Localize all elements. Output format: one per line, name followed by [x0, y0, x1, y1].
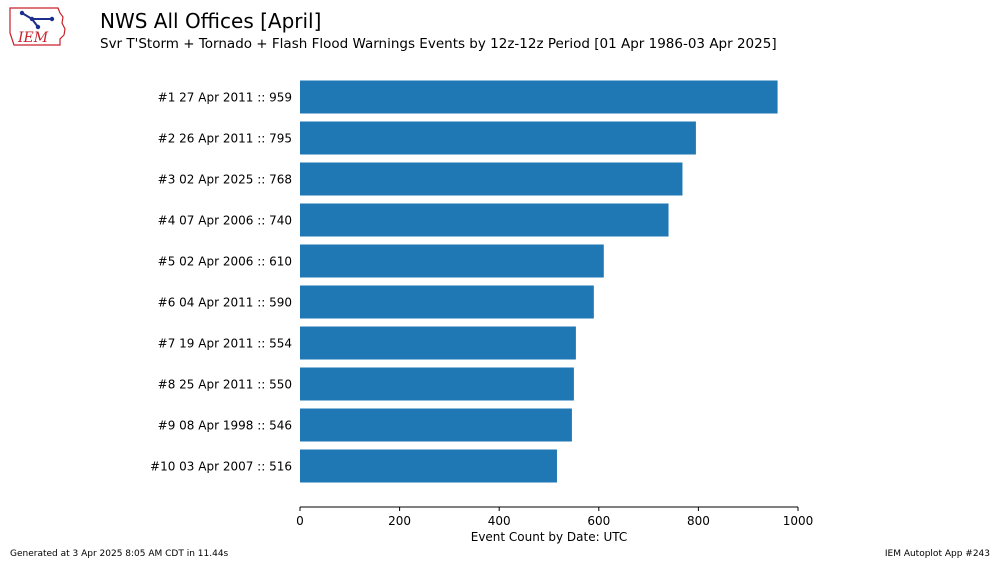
app-id: IEM Autoplot App #243 [884, 549, 990, 559]
bar-4 [300, 203, 669, 237]
bar-6 [300, 285, 594, 319]
category-label-9: #9 08 Apr 1998 :: 546 [158, 419, 292, 433]
category-label-3: #3 02 Apr 2025 :: 768 [158, 173, 292, 187]
x-tick-label-1000: 1000 [783, 514, 814, 528]
x-tick-label-600: 600 [587, 514, 610, 528]
category-label-7: #7 19 Apr 2011 :: 554 [158, 337, 292, 351]
category-label-8: #8 25 Apr 2011 :: 550 [158, 378, 292, 392]
bar-3 [300, 162, 683, 196]
x-tick-label-800: 800 [687, 514, 710, 528]
chart-subtitle: Svr T'Storm + Tornado + Flash Flood Warn… [100, 36, 777, 52]
category-label-10: #10 03 Apr 2007 :: 516 [150, 460, 292, 474]
bar-10 [300, 449, 557, 483]
x-tick-label-400: 400 [488, 514, 511, 528]
category-label-6: #6 04 Apr 2011 :: 590 [158, 296, 292, 310]
category-label-1: #1 27 Apr 2011 :: 959 [158, 91, 292, 105]
generated-note: Generated at 3 Apr 2025 8:05 AM CDT in 1… [10, 549, 229, 559]
bar-5 [300, 244, 604, 278]
x-axis-label: Event Count by Date: UTC [471, 530, 628, 544]
category-label-4: #4 07 Apr 2006 :: 740 [158, 214, 292, 228]
category-label-2: #2 26 Apr 2011 :: 795 [158, 132, 292, 146]
bar-2 [300, 121, 696, 155]
bar-9 [300, 408, 572, 442]
category-label-5: #5 02 Apr 2006 :: 610 [158, 255, 292, 269]
iem-logo: IEM [9, 7, 66, 46]
chart-title: NWS All Offices [April] [100, 9, 322, 33]
x-tick-label-200: 200 [388, 514, 411, 528]
x-tick-label-0: 0 [296, 514, 304, 528]
svg-text:IEM: IEM [17, 30, 49, 46]
bar-1 [300, 80, 778, 114]
bar-8 [300, 367, 574, 401]
bar-7 [300, 326, 576, 360]
